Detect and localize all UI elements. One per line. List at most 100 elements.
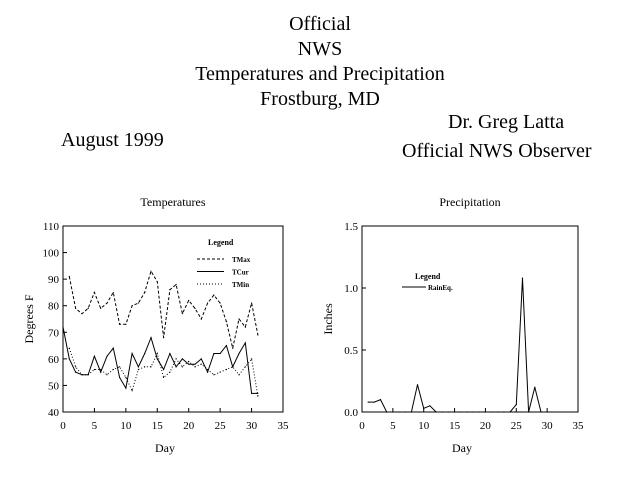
precipitation-chart-title: Precipitation xyxy=(439,195,500,209)
observer-title: Official NWS Observer xyxy=(402,140,592,162)
precipitation-x-tick-label: 25 xyxy=(511,420,523,432)
temperature-series-tmin-point xyxy=(238,374,240,376)
temperature-series-tmin-point xyxy=(200,363,202,365)
temperature-series-tmin-point xyxy=(225,368,228,371)
header-line-1: Official xyxy=(289,13,351,35)
temperature-x-tick-label: 35 xyxy=(278,420,290,432)
precipitation-series-raineq-point xyxy=(367,401,369,403)
temperature-y-tick-label: 80 xyxy=(48,301,60,313)
temperature-series-tmin-point xyxy=(93,368,96,371)
precipitation-series-raineq-point xyxy=(416,384,419,386)
temperature-x-axis-label: Day xyxy=(155,441,175,455)
temperature-y-axis-label: Degrees F xyxy=(22,294,36,343)
precipitation-x-tick-label: 35 xyxy=(573,420,585,432)
temperature-series-tcur-point xyxy=(100,371,102,373)
temperature-series-tmin-point xyxy=(213,374,215,376)
temperature-series-tmax-point xyxy=(244,326,246,328)
precipitation-series-raineq-point xyxy=(404,411,406,413)
temperature-series-tmin-point xyxy=(81,374,83,376)
temperature-series-tmax-point xyxy=(81,313,83,315)
precipitation-y-tick-label: 0.0 xyxy=(344,407,358,419)
temperature-series-tmin-point xyxy=(162,376,165,379)
temperature-series-tmax-point xyxy=(131,305,133,307)
temperature-series-tcur-point xyxy=(125,387,127,389)
temperature-series-tmin-point xyxy=(232,366,234,368)
temperature-series-tmax-point xyxy=(162,337,165,339)
temperature-series-tmin-point xyxy=(131,390,133,392)
temperature-x-tick-label: 20 xyxy=(183,420,195,432)
temperature-series-tmin-point xyxy=(74,366,77,368)
temperature-series-tcur-point xyxy=(137,366,140,368)
temperature-chart-title: Temperatures xyxy=(140,195,205,209)
precipitation-y-tick-label: 0.5 xyxy=(344,345,358,357)
temperature-series-tmax-point xyxy=(257,334,259,336)
temperature-series-tmin-point xyxy=(250,358,253,360)
temperature-series-tmax-point xyxy=(169,289,171,291)
precipitation-series-raineq-point xyxy=(379,399,382,401)
temperature-series-tcur-point xyxy=(206,371,209,373)
temperature-series-tmax-point xyxy=(93,291,96,294)
temperature-series-tmax-point xyxy=(68,275,70,278)
temperature-series-tmax-line xyxy=(68,269,259,349)
temperature-series-tcur-point xyxy=(225,344,228,347)
precipitation-x-tick-label: 10 xyxy=(418,420,430,432)
temperature-x-tick-label: 25 xyxy=(215,420,227,432)
precipitation-series-raineq-point xyxy=(447,411,449,413)
temperature-series-tmin-point xyxy=(150,366,152,368)
temperature-series-tmin-point xyxy=(125,376,127,379)
temperature-y-tick-label: 60 xyxy=(48,354,60,366)
temperature-series-tmin-point xyxy=(188,360,190,363)
temperature-series-tmax-point xyxy=(144,291,146,294)
temperature-series-tmin-point xyxy=(219,371,221,373)
precipitation-x-tick-label: 0 xyxy=(359,420,365,432)
temperature-y-tick-label: 100 xyxy=(43,248,60,260)
temperature-y-tick-label: 70 xyxy=(48,327,60,339)
temperature-series-tmax-point xyxy=(150,270,152,272)
temperature-series-tmax-point xyxy=(238,318,240,320)
temperature-x-tick-label: 30 xyxy=(246,420,258,432)
precipitation-series-raineq-point xyxy=(491,411,493,413)
temperature-series-tcur-point xyxy=(213,352,215,355)
header-line-3: Temperatures and Precipitation xyxy=(195,63,445,85)
precipitation-series-raineq-point xyxy=(540,411,542,413)
report-period: August 1999 xyxy=(61,129,164,151)
precipitation-series-raineq-point xyxy=(497,411,499,413)
temperature-series-tcur-point xyxy=(188,363,190,365)
precipitation-series-raineq-point xyxy=(472,411,474,413)
temperature-series-tcur-point xyxy=(62,326,64,328)
temperature-series-tcur-point xyxy=(150,337,152,339)
temperature-series-tmax-point xyxy=(100,307,102,309)
temperature-series-tmax-point xyxy=(200,318,202,320)
temperature-legend-title: Legend xyxy=(208,238,234,247)
temperature-series-tmax-point xyxy=(181,313,184,315)
temperature-series-tcur-point xyxy=(93,355,96,357)
temperature-series-tmin-point xyxy=(137,368,140,371)
temperature-series-tmin-point xyxy=(106,374,108,376)
precipitation-y-axis-label: Inches xyxy=(321,303,335,335)
precipitation-legend-label-raineq: RainEq. xyxy=(428,284,453,292)
temperature-y-tick-label: 110 xyxy=(43,221,60,233)
temperature-series-tmin-point xyxy=(194,366,196,368)
temperature-series-tcur-point xyxy=(144,352,146,355)
temperature-series-tcur-point xyxy=(112,347,114,349)
temperature-series-tmax-point xyxy=(225,321,228,323)
temperature-series-tmin-point xyxy=(206,368,209,371)
header-title: Official NWS Temperatures and Precipitat… xyxy=(0,12,640,112)
temperature-series-tmax-point xyxy=(175,283,177,286)
temperature-series-tmin-point xyxy=(68,347,70,349)
temperature-y-tick-label: 50 xyxy=(48,380,60,392)
temperature-series-tcur-point xyxy=(219,352,221,355)
temperature-series-tmax-point xyxy=(106,302,108,304)
temperature-series-tmin-point xyxy=(87,374,89,376)
temperature-series-tmin-point xyxy=(181,366,184,368)
precipitation-series-raineq-point xyxy=(484,411,487,413)
precipitation-series-raineq-point xyxy=(478,411,480,413)
temperature-x-tick-label: 5 xyxy=(92,420,98,432)
precipitation-series-raineq-point xyxy=(466,411,468,413)
precipitation-series-raineq-point xyxy=(423,407,425,409)
precipitation-series-raineq-point xyxy=(398,411,400,413)
precipitation-x-tick-label: 5 xyxy=(390,420,396,432)
temperature-series-tmin-point xyxy=(118,366,121,368)
temperature-y-tick-label: 90 xyxy=(48,274,60,286)
temperature-series-tcur-point xyxy=(74,371,77,373)
